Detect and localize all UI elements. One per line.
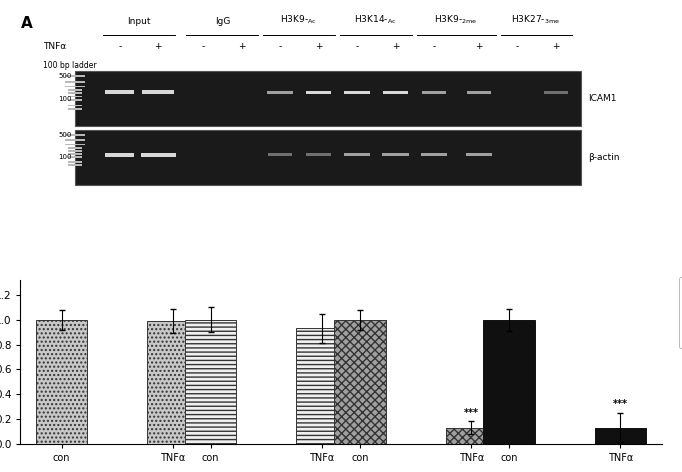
Text: 100: 100	[58, 154, 72, 160]
Bar	[36, 320, 87, 444]
Bar	[68, 153, 82, 155]
Text: ICAM1: ICAM1	[588, 94, 617, 103]
Text: +: +	[391, 42, 399, 51]
Legend: H3K9-Ac, H3K14-Ac, H3K9-2me, H3K27-3me: H3K9-Ac, H3K14-Ac, H3K9-2me, H3K27-3me	[679, 277, 682, 348]
Text: 100: 100	[58, 96, 72, 102]
Text: -: -	[516, 42, 519, 51]
Bar	[68, 93, 82, 94]
Bar	[68, 99, 82, 101]
Text: +: +	[238, 42, 246, 51]
Text: ***: ***	[464, 408, 479, 418]
Bar	[65, 143, 85, 145]
Text: ***: ***	[613, 399, 628, 409]
Bar	[65, 139, 85, 141]
Text: -: -	[432, 42, 436, 51]
Bar	[65, 81, 85, 83]
Text: -: -	[202, 42, 205, 51]
Bar	[65, 76, 85, 77]
Bar	[68, 105, 82, 107]
Bar	[268, 153, 293, 156]
Bar	[68, 108, 82, 110]
Text: 100 bp ladder: 100 bp ladder	[43, 61, 97, 70]
Bar	[306, 91, 331, 94]
Bar	[383, 91, 409, 94]
Bar	[334, 320, 385, 444]
Bar	[344, 91, 370, 94]
Bar	[143, 91, 175, 94]
Bar	[65, 85, 85, 87]
Text: -: -	[118, 42, 121, 51]
Text: -: -	[355, 42, 359, 51]
Text: A: A	[20, 16, 32, 31]
Text: H3K27-$_{\mathregular{3me}}$: H3K27-$_{\mathregular{3me}}$	[512, 13, 561, 26]
Bar	[68, 156, 82, 158]
Bar	[466, 153, 492, 156]
Bar	[68, 147, 82, 149]
Bar	[68, 89, 82, 91]
Bar	[484, 320, 535, 444]
Bar	[297, 329, 348, 444]
Bar	[106, 152, 134, 157]
Bar	[106, 91, 134, 94]
Bar	[75, 71, 581, 126]
Text: 500: 500	[59, 73, 72, 79]
Text: H3K9-$_{\mathregular{2me}}$: H3K9-$_{\mathregular{2me}}$	[434, 13, 477, 26]
Bar	[544, 91, 568, 94]
Bar	[421, 153, 447, 156]
Bar	[421, 91, 446, 94]
Bar	[382, 153, 409, 156]
Bar	[344, 153, 370, 156]
Text: -: -	[278, 42, 282, 51]
Bar	[306, 153, 331, 156]
Bar	[147, 321, 198, 444]
Text: 500: 500	[59, 132, 72, 138]
Text: +: +	[552, 42, 559, 51]
Bar	[595, 428, 646, 444]
Bar	[68, 164, 82, 166]
Bar	[185, 320, 237, 444]
Bar	[445, 428, 497, 444]
Bar	[267, 91, 293, 94]
Bar	[65, 134, 85, 136]
Bar	[68, 150, 82, 152]
Text: +: +	[315, 42, 323, 51]
Text: +: +	[155, 42, 162, 51]
Bar	[68, 96, 82, 98]
Bar	[75, 130, 581, 185]
Text: +: +	[475, 42, 483, 51]
Text: TNFα: TNFα	[43, 42, 66, 51]
Text: H3K14-$_{\mathregular{Ac}}$: H3K14-$_{\mathregular{Ac}}$	[355, 13, 397, 26]
Bar	[68, 161, 82, 163]
Bar	[466, 91, 491, 94]
Text: H3K9-$_{\mathregular{Ac}}$: H3K9-$_{\mathregular{Ac}}$	[280, 13, 317, 26]
Text: β-actin: β-actin	[588, 153, 619, 162]
Text: Input: Input	[128, 17, 151, 26]
Text: IgG: IgG	[215, 17, 230, 26]
Bar	[140, 152, 176, 157]
